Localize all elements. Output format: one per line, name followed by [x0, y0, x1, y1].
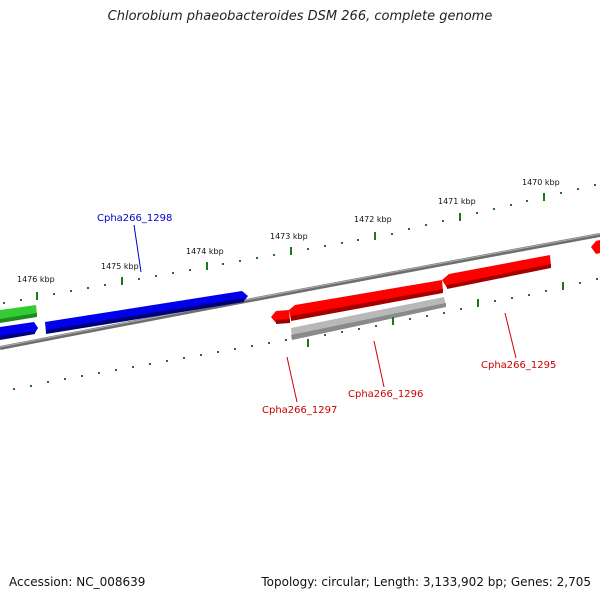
gene-arrow-cpha266-1295[interactable] [442, 255, 551, 289]
gene-arrow[interactable] [591, 240, 600, 254]
inner-tick-track [13, 278, 598, 390]
gene-arrow-cpha266-1297[interactable] [271, 310, 290, 324]
gene-label-cpha266-1298[interactable]: Cpha266_1298 [97, 213, 172, 224]
scale-label: 1472 kbp [354, 215, 392, 224]
gene-arrow-cpha266-1298[interactable] [45, 291, 248, 334]
scale-label: 1471 kbp [438, 197, 476, 206]
label-leader-line [504, 312, 517, 359]
gene-label-cpha266-1295[interactable]: Cpha266_1295 [481, 360, 556, 371]
outer-tick-track [3, 184, 596, 304]
rna-gene-arrow[interactable] [291, 297, 446, 340]
scale-label: 1470 kbp [522, 178, 560, 187]
gene-arrow[interactable] [0, 322, 38, 340]
map-title: Chlorobium phaeobacteroides DSM 266, com… [107, 9, 493, 24]
scale-label: 1474 kbp [186, 247, 224, 256]
scale-label: 1473 kbp [270, 232, 308, 241]
label-leader-line [133, 224, 142, 273]
genome-backbone [0, 233, 600, 350]
label-leader-line [286, 356, 298, 403]
scale-label: 1476 kbp [17, 275, 55, 284]
gene-arrow-cpha266-1296[interactable] [289, 280, 443, 321]
topology-text: Topology: circular; Length: 3,133,902 bp… [261, 575, 591, 589]
gene-arrow[interactable] [0, 305, 37, 323]
scale-label: 1475 kbp [101, 262, 139, 271]
label-leader-line [373, 340, 385, 388]
gene-label-cpha266-1297[interactable]: Cpha266_1297 [262, 405, 337, 416]
gene-label-cpha266-1296[interactable]: Cpha266_1296 [348, 389, 423, 400]
accession-text: Accession: NC_008639 [9, 575, 146, 589]
